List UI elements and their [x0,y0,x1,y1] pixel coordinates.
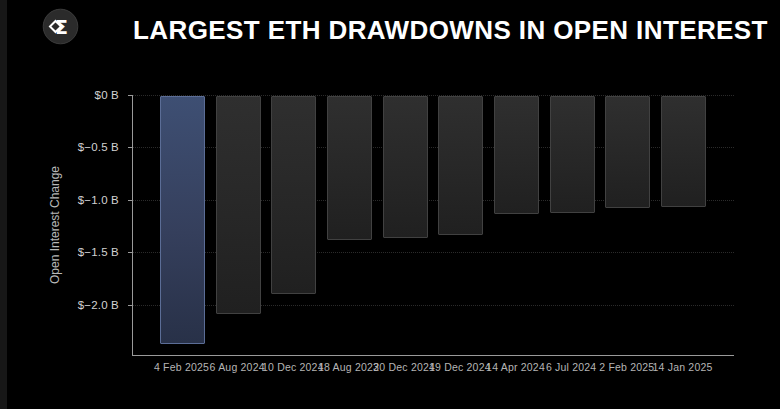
x-axis-labels: 4 Feb 20256 Aug 202410 Dec 202418 Aug 20… [132,361,733,379]
y-axis-labels: $0 B$−0.5 B$−1.0 B$−1.5 B$−2.0 B [0,95,128,355]
y-tick-mark [128,252,133,253]
x-tick-label: 18 Aug 2023 [318,361,379,373]
x-tick-label: 4 Feb 2025 [154,361,209,373]
x-tick-label: 6 Jul 2024 [546,361,596,373]
page-title: LARGEST ETH DRAWDOWNS IN OPEN INTEREST [133,15,768,46]
x-tick-label: 14 Apr 2024 [486,361,545,373]
bar-14-apr-2024[interactable] [494,96,539,214]
bar-14-jan-2025[interactable] [661,96,706,207]
x-tick-label: 19 Dec 2024 [429,361,491,373]
plot-area [132,95,734,356]
x-tick-label: 20 Dec 2024 [373,361,435,373]
x-tick-label: 14 Jan 2025 [653,361,713,373]
x-tick-label: 2 Feb 2025 [599,361,654,373]
y-tick-mark [128,95,133,96]
page: Σ LARGEST ETH DRAWDOWNS IN OPEN INTEREST… [0,0,780,409]
bar-6-jul-2024[interactable] [550,96,595,213]
bar-6-aug-2024[interactable] [216,96,261,314]
x-tick-label: 6 Aug 2024 [210,361,265,373]
y-tick-mark [128,147,133,148]
x-tick-label: 10 Dec 2024 [262,361,324,373]
y-tick-mark [128,305,133,306]
y-tick-label: $0 B [95,89,119,101]
bar-20-dec-2024[interactable] [383,96,428,238]
bar-19-dec-2024[interactable] [438,96,483,235]
y-tick-label: $−1.5 B [78,246,119,258]
y-tick-mark [128,200,133,201]
bar-18-aug-2023[interactable] [327,96,372,240]
y-tick-label: $−1.0 B [78,194,119,206]
bar-4-feb-2025[interactable] [160,96,205,344]
y-tick-label: $−0.5 B [78,141,119,153]
bar-10-dec-2024[interactable] [271,96,316,294]
sigma-diamond-logo-icon[interactable]: Σ [42,8,79,45]
y-tick-label: $−2.0 B [78,299,119,311]
bar-2-feb-2025[interactable] [605,96,650,208]
